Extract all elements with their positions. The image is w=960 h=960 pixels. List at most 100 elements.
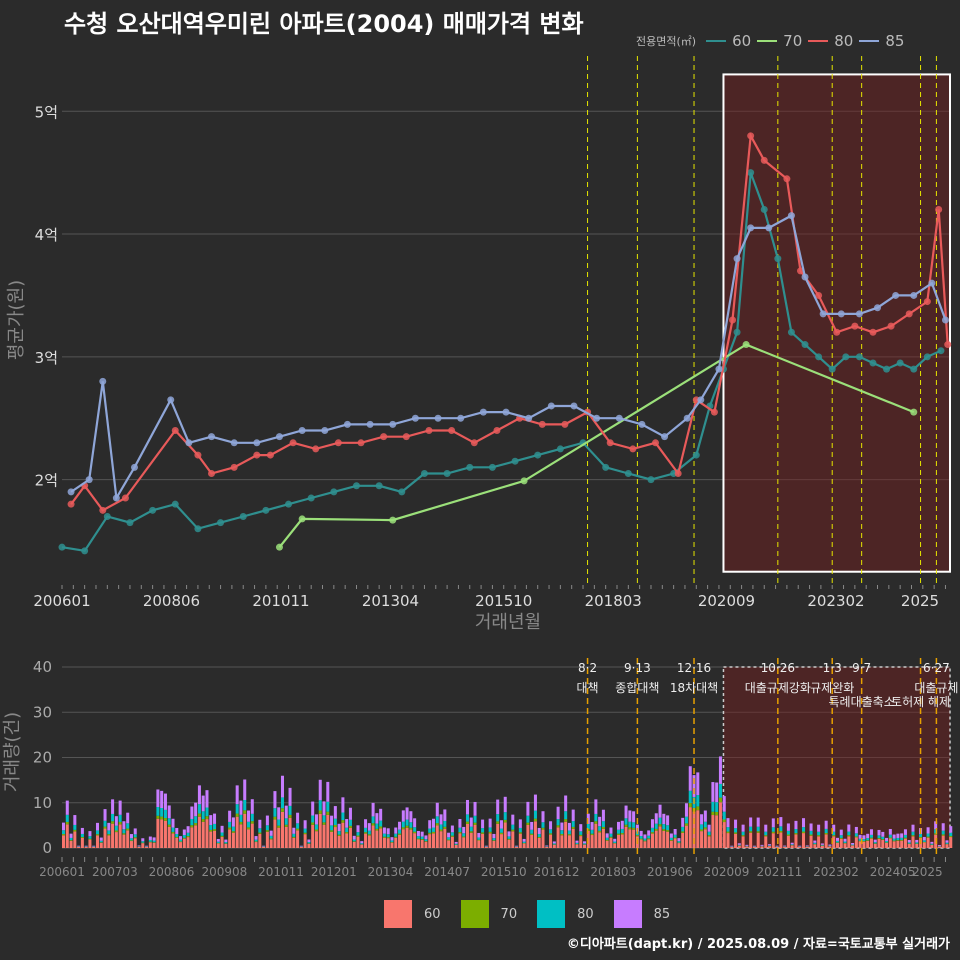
data-point-80 xyxy=(208,469,216,477)
volume-bar-70 xyxy=(503,819,507,823)
volume-bar-85 xyxy=(741,824,745,832)
volume-bar-80 xyxy=(922,840,926,842)
volume-bar-80 xyxy=(224,842,228,844)
volume-bar-60 xyxy=(869,838,873,848)
volume-bar-60 xyxy=(885,842,889,848)
highlight-box xyxy=(722,666,951,849)
volume-bar-70 xyxy=(658,824,662,827)
volume-bar-70 xyxy=(439,829,443,832)
y-tick-label: 0 xyxy=(42,839,52,857)
volume-bar-85 xyxy=(484,845,488,847)
data-point-60 xyxy=(126,519,134,527)
volume-bar-80 xyxy=(447,837,451,840)
volume-bar-60 xyxy=(390,842,394,848)
x-tick-label: 200806 xyxy=(149,865,195,879)
volume-bar-60 xyxy=(564,821,568,848)
volume-bar-85 xyxy=(367,823,371,831)
volume-bar-60 xyxy=(432,833,436,848)
legend-label: 60 xyxy=(732,32,752,50)
volume-bar-80 xyxy=(507,836,511,839)
volume-bar-85 xyxy=(617,821,621,830)
volume-bar-85 xyxy=(126,812,130,824)
volume-bar-85 xyxy=(247,810,251,822)
policy-date: 9·13 xyxy=(624,661,651,675)
volume-bar-70 xyxy=(560,833,564,836)
volume-bar-85 xyxy=(65,800,69,815)
x-tick-label: 201612 xyxy=(534,865,580,879)
data-point-80 xyxy=(760,156,768,164)
volume-bar-60 xyxy=(65,824,69,848)
volume-bar-70 xyxy=(99,842,103,843)
volume-bar-70 xyxy=(398,833,402,835)
volume-bar-80 xyxy=(428,828,432,833)
volume-bar-70 xyxy=(254,841,258,843)
volume-bar-70 xyxy=(465,821,469,824)
volume-bar-85 xyxy=(469,817,473,827)
volume-bar-60 xyxy=(416,839,420,848)
volume-bar-70 xyxy=(111,821,115,824)
volume-bar-80 xyxy=(843,841,847,843)
series-line-85 xyxy=(70,213,947,502)
volume-bar-85 xyxy=(900,833,904,838)
volume-bar-80 xyxy=(718,783,722,798)
volume-bar-80 xyxy=(80,833,84,837)
volume-bar-60 xyxy=(847,836,851,848)
volume-bar-80 xyxy=(201,811,205,820)
volume-bar-60 xyxy=(798,846,802,848)
volume-bar-80 xyxy=(163,809,167,819)
data-point-80 xyxy=(380,433,388,441)
volume-bar-80 xyxy=(307,842,311,844)
volume-bar-80 xyxy=(654,823,658,829)
volume-bar-85 xyxy=(598,816,602,827)
volume-bar-60 xyxy=(662,830,666,848)
volume-bar-85 xyxy=(888,828,892,835)
volume-bar-85 xyxy=(133,828,137,835)
volume-bar-60 xyxy=(749,832,753,848)
volume-bar-60 xyxy=(171,833,175,848)
volume-bar-60 xyxy=(77,846,81,848)
volume-bar-80 xyxy=(356,832,360,836)
volume-bar-85 xyxy=(398,821,402,830)
y-tick-label: 40 xyxy=(33,658,52,676)
x-tick-label: 202405 xyxy=(870,865,916,879)
volume-bar-85 xyxy=(843,838,847,842)
volume-bar-70 xyxy=(639,838,643,840)
volume-bar-80 xyxy=(647,835,651,839)
volume-bar-80 xyxy=(216,841,220,844)
data-point-80 xyxy=(747,132,755,140)
volume-bar-60 xyxy=(462,837,466,848)
volume-bar-85 xyxy=(613,838,617,842)
volume-bar-60 xyxy=(386,838,390,848)
volume-bar-70 xyxy=(179,841,183,843)
volume-bar-60 xyxy=(768,846,772,848)
volume-bar-70 xyxy=(949,835,953,838)
volume-bar-60 xyxy=(265,831,269,848)
volume-bar-80 xyxy=(617,829,621,834)
data-point-85 xyxy=(85,476,93,484)
volume-bar-70 xyxy=(900,839,904,841)
volume-bar-80 xyxy=(496,814,500,822)
x-axis-title: 거래년월 xyxy=(475,612,541,633)
volume-bar-80 xyxy=(99,840,103,843)
volume-bar-85 xyxy=(903,829,907,835)
volume-bar-80 xyxy=(416,836,420,839)
volume-bar-70 xyxy=(280,808,284,812)
volume-bar-80 xyxy=(114,825,118,831)
volume-bar-80 xyxy=(103,820,107,827)
volume-bar-60 xyxy=(613,843,617,848)
volume-bar-85 xyxy=(817,824,821,832)
data-point-85 xyxy=(253,439,261,447)
volume-bar-80 xyxy=(862,839,866,842)
volume-bar-60 xyxy=(496,823,500,848)
volume-bar-80 xyxy=(779,826,783,831)
volume-bar-70 xyxy=(265,830,269,832)
volume-bar-85 xyxy=(341,797,345,813)
volume-bar-60 xyxy=(533,821,537,848)
volume-bar-85 xyxy=(265,815,269,826)
data-point-60 xyxy=(239,512,247,520)
data-point-85 xyxy=(275,433,283,441)
volume-bar-60 xyxy=(669,840,673,848)
volume-bar-80 xyxy=(367,830,371,835)
volume-bar-60 xyxy=(545,846,549,848)
volume-bar-60 xyxy=(601,828,605,848)
